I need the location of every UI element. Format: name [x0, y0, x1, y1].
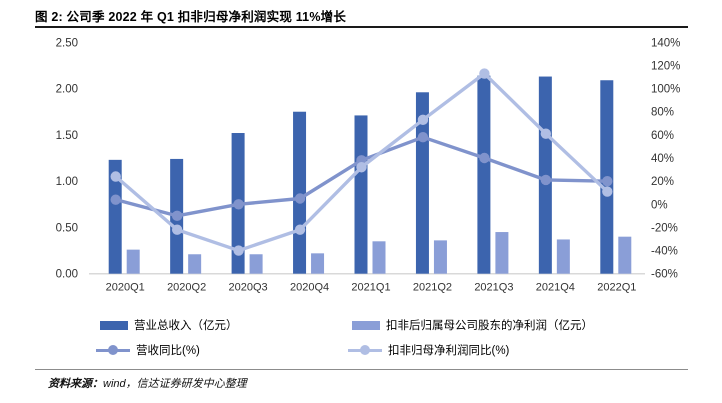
revenue-bar	[293, 111, 307, 274]
profit-bar	[188, 254, 202, 274]
legend-label-revenue: 营业总收入（亿元）	[134, 320, 238, 332]
x-axis-label: 2020Q3	[229, 282, 268, 294]
x-axis-label: 2021Q1	[351, 282, 390, 294]
chart-title: 图 2: 公司季 2022 年 Q1 扣非归母净利润实现 11%增长	[35, 10, 347, 24]
legend-item-revenue: 营业总收入（亿元）	[100, 317, 238, 333]
revenue-yoy-line-swatch	[96, 345, 130, 355]
source-note-text: wind，信达证券研发中心整理	[103, 378, 247, 390]
source-note-prefix: 资料来源：	[48, 378, 103, 390]
revenue-yoy-line-marker	[417, 131, 429, 143]
profit-bar-swatch	[352, 320, 380, 330]
right-axis-tick: 80%	[651, 107, 674, 119]
revenue-yoy-line-marker	[233, 199, 244, 210]
profit-bar	[372, 241, 386, 274]
revenue-bar	[477, 75, 491, 274]
profit-yoy-line-marker	[417, 114, 429, 126]
revenue-yoy-line-marker	[479, 152, 490, 164]
x-axis-label: 2021Q3	[474, 282, 513, 294]
profit-yoy-line-marker	[294, 224, 306, 235]
left-axis-tick: 1.50	[56, 130, 78, 142]
legend-item-profit-yoy: 扣非归母净利润同比(%)	[348, 342, 509, 358]
profit-yoy-line-marker	[479, 68, 490, 79]
revenue-yoy-line-marker	[171, 210, 183, 222]
right-axis-tick: -60%	[651, 269, 678, 281]
profit-bar	[495, 232, 509, 274]
revenue-yoy-line-marker	[294, 193, 306, 204]
legend-label-revenue-yoy: 营收同比(%)	[136, 345, 200, 357]
profit-yoy-line-marker	[540, 128, 552, 139]
revenue-yoy-line-marker	[110, 194, 121, 205]
profit-bar	[556, 239, 570, 274]
revenue-yoy-line-marker	[602, 175, 613, 187]
profit-yoy-marker-icon	[360, 345, 370, 355]
legend-item-revenue-yoy: 营收同比(%)	[96, 342, 200, 358]
legend-label-profit: 扣非后归属母公司股东的净利润（亿元）	[386, 320, 593, 332]
legend-label-profit-yoy: 扣非归母净利润同比(%)	[388, 345, 510, 357]
left-axis-tick: 0.50	[56, 222, 78, 234]
x-axis-label: 2021Q2	[413, 282, 452, 294]
profit-yoy-line-marker	[356, 162, 367, 173]
profit-bar	[433, 240, 447, 274]
profit-yoy-line-swatch	[348, 345, 382, 355]
revenue-bar-swatch	[100, 320, 128, 330]
x-axis-label: 2021Q4	[536, 282, 575, 294]
left-axis-tick: 0.00	[56, 269, 78, 281]
profit-bar	[618, 236, 632, 274]
profit-bar	[249, 254, 263, 274]
right-axis-tick: 60%	[651, 130, 674, 142]
revenue-bar	[354, 115, 368, 274]
right-axis-tick: 20%	[651, 176, 674, 188]
footer-rule	[35, 369, 688, 370]
title-rule	[35, 26, 688, 28]
right-axis-tick: 140%	[651, 37, 680, 49]
right-axis-tick: 40%	[651, 153, 674, 165]
combo-chart: 0.00 0.50 1.00 1.50 2.00 2.50 -60% -40% -20% 0% 20…	[56, 37, 681, 294]
x-axis-label: 2020Q4	[290, 282, 329, 294]
profit-yoy-line-marker	[110, 171, 121, 182]
profit-bar	[126, 249, 140, 274]
source-note: 资料来源：wind，信达证券研发中心整理	[48, 375, 247, 391]
x-axis-label: 2020Q2	[167, 282, 206, 294]
x-axis-label: 2022Q1	[597, 282, 636, 294]
x-axis-label: 2020Q1	[106, 282, 145, 294]
right-axis-tick: 0%	[651, 199, 668, 211]
left-axis-tick: 2.50	[56, 37, 78, 49]
profit-yoy-line-marker	[233, 245, 244, 256]
legend-item-profit: 扣非后归属母公司股东的净利润（亿元）	[352, 317, 593, 333]
revenue-bar	[108, 159, 122, 274]
revenue-yoy-marker-icon	[108, 345, 118, 355]
right-axis-tick: 100%	[651, 84, 680, 96]
left-axis-tick: 1.00	[56, 176, 78, 188]
right-axis-tick: 120%	[651, 60, 680, 72]
right-axis-tick: -20%	[651, 222, 678, 234]
profit-bar	[311, 253, 325, 274]
profit-yoy-line-marker	[602, 186, 613, 197]
left-axis-tick: 2.00	[56, 84, 78, 96]
profit-yoy-line-marker	[171, 224, 183, 235]
revenue-yoy-line-marker	[540, 174, 552, 186]
right-axis-tick: -40%	[651, 246, 678, 258]
